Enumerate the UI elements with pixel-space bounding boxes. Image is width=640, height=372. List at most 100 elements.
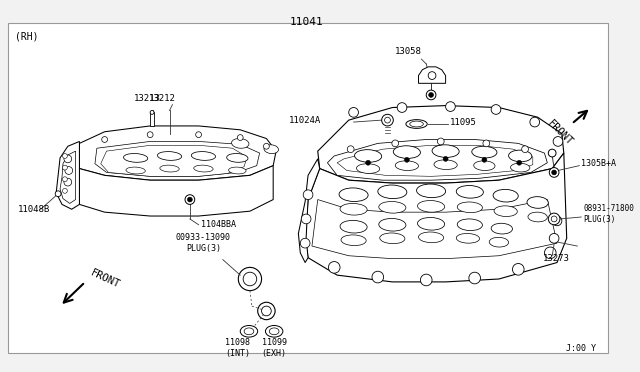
Text: FRONT: FRONT: [546, 119, 575, 148]
Circle shape: [385, 117, 390, 123]
Polygon shape: [419, 67, 445, 83]
Ellipse shape: [341, 235, 366, 246]
Circle shape: [64, 155, 72, 163]
Ellipse shape: [432, 145, 459, 157]
Circle shape: [63, 189, 67, 193]
Text: FRONT: FRONT: [89, 268, 122, 290]
Ellipse shape: [191, 151, 216, 160]
Circle shape: [63, 165, 67, 170]
Ellipse shape: [509, 150, 532, 162]
Ellipse shape: [493, 189, 518, 202]
Circle shape: [482, 157, 487, 162]
Text: 1104BBA: 1104BBA: [200, 220, 236, 229]
Circle shape: [262, 306, 271, 316]
Ellipse shape: [157, 151, 182, 160]
Text: 00933-13090
PLUG(3): 00933-13090 PLUG(3): [176, 233, 231, 253]
Ellipse shape: [232, 138, 249, 148]
Circle shape: [372, 271, 383, 283]
Text: 13213: 13213: [134, 94, 161, 103]
Polygon shape: [328, 140, 547, 180]
Ellipse shape: [417, 184, 445, 198]
Ellipse shape: [339, 188, 368, 202]
Circle shape: [437, 138, 444, 145]
Circle shape: [301, 214, 311, 224]
Polygon shape: [312, 199, 557, 259]
Circle shape: [243, 272, 257, 286]
Ellipse shape: [474, 161, 495, 170]
Ellipse shape: [489, 237, 509, 247]
Polygon shape: [298, 159, 319, 263]
Text: 11095: 11095: [449, 118, 476, 126]
Circle shape: [443, 157, 448, 161]
Circle shape: [238, 267, 262, 291]
Circle shape: [552, 170, 557, 175]
Polygon shape: [95, 141, 260, 176]
Ellipse shape: [406, 120, 428, 128]
Circle shape: [237, 135, 243, 141]
Ellipse shape: [378, 185, 407, 199]
Ellipse shape: [340, 203, 367, 215]
Text: 11099
(EXH): 11099 (EXH): [262, 338, 287, 358]
Ellipse shape: [472, 146, 497, 158]
Circle shape: [552, 216, 562, 226]
Circle shape: [258, 302, 275, 320]
Ellipse shape: [396, 161, 419, 170]
Ellipse shape: [340, 220, 367, 233]
Text: 11024A: 11024A: [289, 116, 321, 125]
Ellipse shape: [434, 160, 457, 170]
Ellipse shape: [528, 212, 547, 222]
Ellipse shape: [410, 121, 423, 127]
Circle shape: [64, 178, 72, 186]
Polygon shape: [317, 106, 564, 183]
Text: J:00 Y: J:00 Y: [566, 344, 596, 353]
Circle shape: [551, 216, 557, 222]
Circle shape: [188, 197, 192, 202]
Circle shape: [549, 168, 559, 177]
Polygon shape: [79, 166, 273, 216]
Circle shape: [530, 117, 540, 127]
Text: 11098
(INT): 11098 (INT): [225, 338, 250, 358]
Text: 08931-71800
PLUG(3): 08931-71800 PLUG(3): [583, 204, 634, 224]
Ellipse shape: [456, 186, 483, 198]
Polygon shape: [79, 126, 276, 180]
Ellipse shape: [228, 167, 246, 174]
Circle shape: [381, 114, 394, 126]
Ellipse shape: [264, 145, 278, 154]
Ellipse shape: [417, 218, 445, 230]
Circle shape: [404, 157, 410, 162]
Circle shape: [445, 102, 455, 111]
Ellipse shape: [194, 165, 213, 172]
Circle shape: [55, 191, 61, 197]
Ellipse shape: [126, 167, 145, 174]
Polygon shape: [100, 145, 247, 176]
Text: 11048B: 11048B: [17, 205, 50, 214]
Circle shape: [545, 247, 556, 259]
Circle shape: [303, 190, 313, 199]
Polygon shape: [60, 151, 76, 203]
Text: 13212: 13212: [149, 94, 176, 103]
Ellipse shape: [527, 197, 548, 208]
Circle shape: [548, 213, 560, 225]
Circle shape: [522, 146, 529, 153]
Circle shape: [548, 149, 556, 157]
Ellipse shape: [355, 150, 381, 162]
Ellipse shape: [244, 328, 254, 335]
Circle shape: [392, 140, 399, 147]
Polygon shape: [305, 153, 566, 282]
Circle shape: [428, 72, 436, 80]
Text: 1305B+A: 1305B+A: [581, 159, 616, 168]
Circle shape: [328, 262, 340, 273]
Circle shape: [483, 140, 490, 147]
Polygon shape: [56, 141, 79, 209]
Circle shape: [348, 146, 354, 153]
Text: 11041: 11041: [289, 17, 323, 28]
Text: (RH): (RH): [15, 31, 39, 41]
Circle shape: [549, 234, 559, 243]
Circle shape: [426, 90, 436, 100]
Text: 13273: 13273: [543, 254, 570, 263]
Ellipse shape: [380, 233, 405, 244]
Circle shape: [349, 108, 358, 117]
Circle shape: [469, 272, 481, 284]
Polygon shape: [337, 145, 532, 176]
Circle shape: [429, 93, 433, 97]
